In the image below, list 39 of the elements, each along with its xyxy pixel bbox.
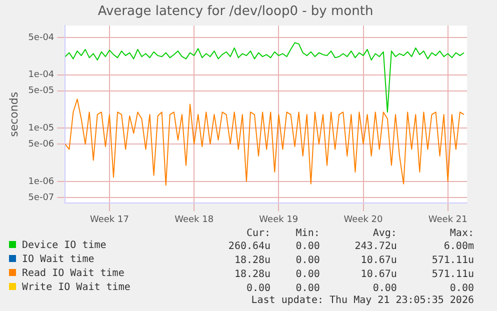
- x-tick-label: Week 18: [174, 214, 214, 225]
- text: 18.28u: [233, 268, 272, 281]
- text: Last update: Thu May 21 23:05:35 2026: [250, 295, 474, 306]
- y-tick-label: 5e-06: [28, 140, 54, 150]
- text: 0.00: [294, 268, 321, 281]
- text: 6.00m: [442, 240, 475, 253]
- chart-title: Average latency for /dev/loop0 - by month: [98, 4, 374, 20]
- legend-label: IO Wait time: [21, 253, 96, 267]
- x-tick-label: Week 17: [90, 214, 129, 225]
- y-axis-title: seconds: [7, 92, 20, 137]
- text: 18.28u: [233, 254, 272, 267]
- text: 260.64u: [227, 240, 272, 253]
- y-tick-label: 1e-05: [28, 123, 54, 134]
- text: 571.11u: [430, 268, 475, 281]
- text: 0.00: [448, 282, 475, 295]
- x-tick-label: Week 20: [344, 214, 384, 225]
- text: 0.00: [294, 254, 321, 267]
- text: 571.11u: [430, 254, 475, 267]
- y-tick-label: 5e-04: [28, 32, 54, 43]
- text: 243.72u: [354, 240, 398, 253]
- text: 10.67u: [360, 254, 398, 267]
- text: Avg:: [372, 228, 398, 239]
- text: 10.67u: [360, 268, 398, 281]
- text: 0.00: [245, 282, 272, 295]
- y-tick-label: 5e-05: [28, 86, 54, 96]
- legend-label: Read IO Wait time: [21, 267, 126, 281]
- text: Min:: [294, 228, 321, 239]
- text: Max:: [448, 228, 475, 239]
- legend-label: Write IO Wait time: [21, 281, 132, 295]
- text: Cur:: [245, 228, 272, 239]
- y-tick-label: 1e-06: [28, 176, 54, 187]
- x-tick-label: Week 21: [428, 214, 468, 225]
- y-tick-label: 1e-04: [28, 70, 54, 80]
- x-tick-label: Week 19: [259, 214, 298, 225]
- y-tick-label: 5e-07: [28, 192, 54, 203]
- text: 0.00: [294, 282, 321, 295]
- legend-label: Device IO time: [21, 239, 108, 253]
- text: 0.00: [294, 240, 321, 253]
- text: 0.00: [372, 282, 398, 295]
